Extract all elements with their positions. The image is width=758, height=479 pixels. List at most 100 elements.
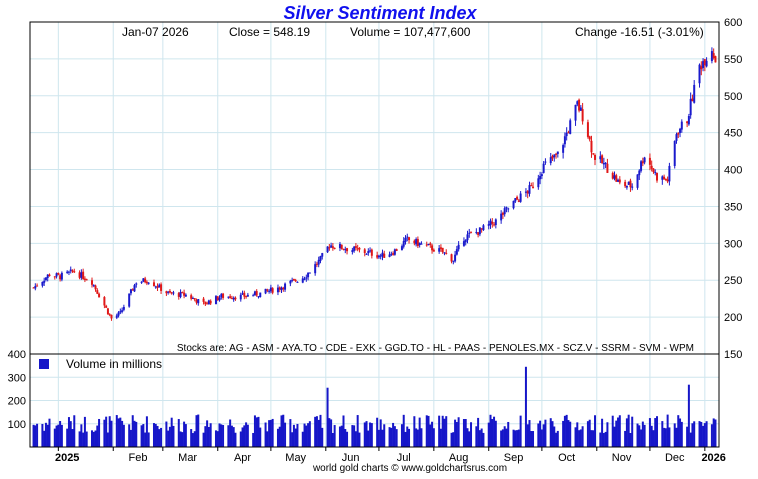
candle-body [530, 185, 533, 187]
candle-body [462, 241, 465, 246]
volume-bar [505, 428, 508, 447]
candle-body [328, 247, 331, 249]
volume-bar [241, 427, 244, 447]
candle-body [602, 163, 605, 165]
candle-body [214, 296, 217, 305]
volume-bar [183, 421, 186, 447]
volume-bar [197, 414, 200, 447]
volume-bar [190, 429, 193, 447]
volume-bar [466, 428, 469, 447]
candle-body [629, 180, 632, 188]
candle-body [278, 287, 281, 290]
candle-body [494, 219, 497, 226]
volume-bar [656, 416, 659, 447]
volume-bar [441, 415, 444, 447]
volume-bar [342, 415, 345, 447]
candle-body [686, 121, 689, 124]
candle-body [108, 314, 111, 316]
volume-bar [204, 426, 207, 447]
volume-bar [420, 428, 423, 447]
volume-bar [462, 419, 465, 447]
candle-body [537, 178, 540, 188]
volume-bar [96, 425, 99, 447]
candle-body [253, 291, 256, 296]
candle-body [197, 299, 200, 304]
chart-title: Silver Sentiment Index [283, 3, 477, 23]
candle-body [92, 285, 95, 287]
volume-bar [517, 429, 520, 447]
candle-body [641, 161, 644, 164]
candle-body [243, 292, 246, 297]
candle-body [700, 66, 703, 70]
volume-bar [158, 429, 161, 447]
candle-body [307, 272, 310, 278]
volume-bar [652, 430, 655, 447]
candle-body [656, 173, 659, 181]
candle-body [44, 277, 47, 280]
price-tick-label: 600 [724, 17, 742, 29]
volume-bar [255, 417, 258, 447]
volume-bar [147, 432, 150, 447]
price-tick-label: 150 [724, 349, 742, 361]
candle-body [606, 163, 609, 173]
candle-body [271, 288, 274, 293]
candle-body [390, 253, 393, 255]
candle-body [266, 289, 269, 291]
volume-bar [454, 419, 457, 447]
candle-body [673, 140, 676, 166]
volume-bar [443, 418, 446, 447]
volume-bar [331, 432, 334, 447]
volume-bar [129, 429, 132, 447]
candle-body [207, 300, 210, 305]
volume-bar [406, 426, 409, 447]
candle-body [714, 56, 717, 63]
volume-bar [654, 418, 657, 447]
volume-bar [643, 424, 646, 447]
volume-bar [202, 432, 205, 447]
candle-body [90, 280, 93, 285]
volume-bar [144, 432, 147, 447]
volume-bar [578, 430, 581, 447]
footer-credit: world gold charts © www.goldchartsrus.co… [312, 463, 507, 474]
candle-body [638, 170, 641, 176]
volume-bar [489, 414, 492, 447]
candle-body [142, 278, 145, 282]
candle-body [353, 246, 356, 251]
candle-body [480, 228, 483, 230]
info-volume: Volume = 107,477,600 [350, 25, 471, 39]
candle-body [562, 145, 565, 153]
volume-bar [714, 419, 717, 447]
volume-bar [514, 430, 517, 447]
candle-body [268, 290, 271, 292]
candle-body [239, 294, 242, 300]
volume-bar [315, 416, 318, 447]
volume-bar [675, 427, 678, 447]
candle-body [110, 314, 113, 319]
candle-body [264, 288, 267, 294]
volume-bar [92, 431, 95, 447]
volume-bar [90, 430, 93, 447]
volume-bar [464, 419, 467, 447]
volume-bar [181, 432, 184, 447]
candle-body [392, 253, 395, 255]
volume-bar [103, 419, 106, 447]
candle-body [689, 98, 692, 116]
candle-body [544, 161, 547, 163]
volume-bar [280, 415, 283, 447]
volume-bar [328, 418, 331, 447]
volume-bar [229, 419, 232, 447]
candle-body [615, 175, 618, 182]
candle-body [363, 249, 366, 254]
volume-bar [73, 415, 76, 447]
volume-bar [418, 417, 421, 447]
volume-bar [214, 430, 217, 447]
candle-body [170, 292, 173, 294]
volume-bar [122, 424, 125, 447]
candle-body [177, 293, 180, 297]
candle-body [331, 246, 334, 249]
candle-body [370, 249, 373, 256]
volume-bar [296, 423, 299, 447]
candle-body [408, 237, 411, 241]
candle-body [98, 293, 101, 298]
candle-body [569, 120, 572, 134]
